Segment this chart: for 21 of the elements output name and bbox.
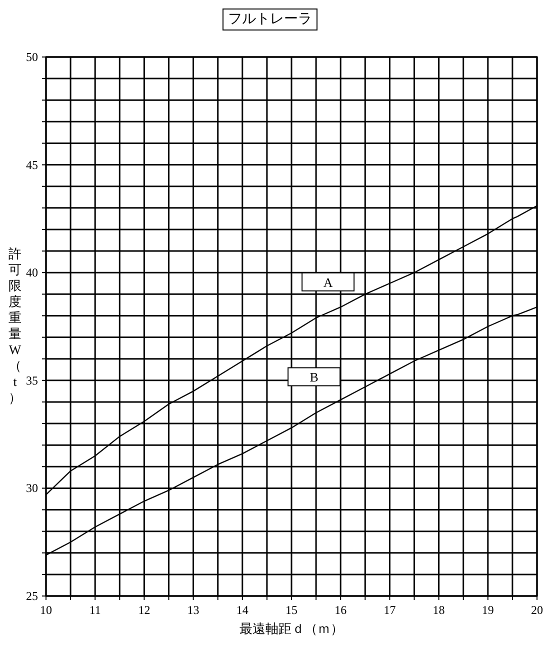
y-tick-label: 45 [26, 158, 38, 172]
x-tick-label: 11 [89, 603, 101, 617]
x-tick-label: 19 [482, 603, 494, 617]
x-tick-label: 10 [40, 603, 52, 617]
text: 許可限度重量W（t） [8, 246, 22, 405]
y-tick-label: 40 [26, 266, 38, 280]
x-tick-label: 17 [384, 603, 396, 617]
x-tick-label: 15 [286, 603, 298, 617]
y-tick-label: 30 [26, 481, 38, 496]
y-tick-label: 35 [26, 373, 38, 388]
x-tick-label: 16 [334, 603, 347, 617]
x-tick-label: 20 [531, 603, 543, 617]
title: フルトレーラ [222, 8, 318, 30]
chart-title: フルトレーラ [228, 12, 312, 27]
x-tick-label: 14 [236, 603, 248, 617]
x-tick-label: 13 [187, 603, 200, 617]
y-tick-label: 25 [26, 589, 38, 603]
y-tick-label: 50 [26, 50, 38, 64]
x-tick-label: 18 [432, 603, 445, 617]
x-axis-title: 最遠軸距ｄ（ｍ） [240, 621, 344, 636]
x-tick-label: 12 [138, 603, 150, 617]
